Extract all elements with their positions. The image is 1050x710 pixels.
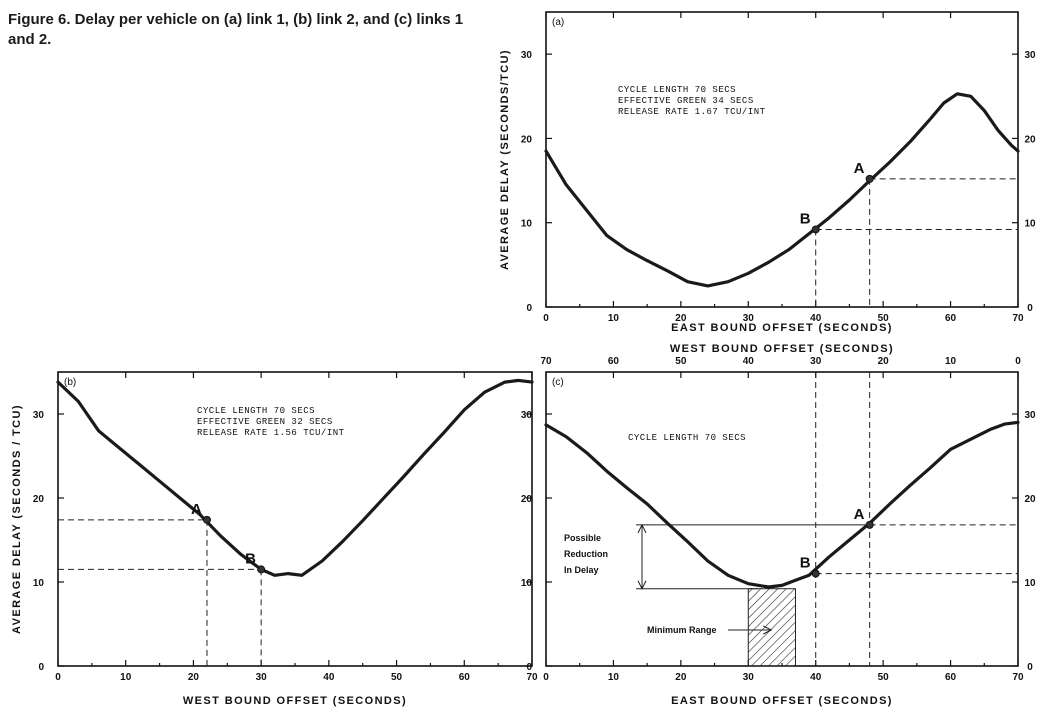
point-label-A: A <box>854 160 865 177</box>
y-tick-label-right-a: 20 <box>1024 134 1036 145</box>
y-tick-label-right-c: 10 <box>1024 578 1036 589</box>
x2-axis-title-c: WEST BOUND OFFSET (SECONDS) <box>670 343 894 355</box>
y-tick-label-b: 10 <box>33 578 45 589</box>
x-tick-label-a: 30 <box>743 313 755 324</box>
point-B <box>811 225 820 234</box>
point-label-A: A <box>854 506 865 523</box>
params-line-a: EFFECTIVE GREEN 34 SECS <box>618 96 754 106</box>
point-A <box>865 174 874 183</box>
y-tick-label-a: 10 <box>521 219 533 230</box>
possible-reduction-label: Possible <box>564 533 601 543</box>
plot-frame-a <box>545 11 1019 308</box>
point-label-B: B <box>800 555 811 572</box>
x-tick-label-a: 10 <box>608 313 620 324</box>
minimum-range-arrowhead <box>763 625 773 635</box>
y-axis-title-a: AVERAGE DELAY (SECONDS/TCU) <box>499 49 511 270</box>
x-tick-label-b: 0 <box>55 672 61 683</box>
x-tick-label-b: 60 <box>459 672 471 683</box>
params-line-a: RELEASE RATE 1.67 TCU/INT <box>618 107 766 117</box>
delay-curve-a <box>544 92 1020 288</box>
x-tick-label-b: 70 <box>526 672 538 683</box>
x2-tick-label-c: 20 <box>878 356 890 367</box>
x-tick-label-b: 40 <box>323 672 335 683</box>
x-tick-label-c: 10 <box>608 672 620 683</box>
x-tick-label-c: 30 <box>743 672 755 683</box>
point-label-A: A <box>191 501 202 518</box>
x-tick-label-c: 70 <box>1012 672 1024 683</box>
y-tick-label-b: 20 <box>33 494 45 505</box>
point-A <box>865 520 874 529</box>
params-line-b: RELEASE RATE 1.56 TCU/INT <box>197 428 345 438</box>
panel-label-b: (b) <box>64 377 76 388</box>
y-tick-label-right-c: 20 <box>1024 494 1036 505</box>
x-tick-label-b: 30 <box>256 672 268 683</box>
x2-tick-label-c: 10 <box>945 356 957 367</box>
x-tick-label-c: 50 <box>878 672 890 683</box>
x2-tick-label-c: 40 <box>743 356 755 367</box>
params-line-b: EFFECTIVE GREEN 32 SECS <box>197 417 333 427</box>
reduction-arrowhead-bottom <box>637 580 647 590</box>
y-tick-label-a: 20 <box>521 134 533 145</box>
x2-tick-label-c: 30 <box>810 356 822 367</box>
point-A <box>202 515 211 524</box>
x-tick-label-a: 20 <box>675 313 687 324</box>
x-axis-title-c: EAST BOUND OFFSET (SECONDS) <box>671 695 893 707</box>
point-B <box>257 565 266 574</box>
reduction-arrowhead-top <box>637 523 647 534</box>
params-line-c: CYCLE LENGTH 70 SECS <box>628 433 746 443</box>
x-tick-label-c: 20 <box>675 672 687 683</box>
minimum-range-label: Minimum Range <box>647 625 717 635</box>
point-label-B: B <box>800 210 811 227</box>
x2-tick-label-c: 70 <box>540 356 552 367</box>
x-tick-label-a: 40 <box>810 313 822 324</box>
y-tick-label-c: 30 <box>521 410 533 421</box>
panel-label-a: (a) <box>552 17 564 28</box>
figure-caption: Figure 6. Delay per vehicle on (a) link … <box>8 11 464 48</box>
possible-reduction-label: Reduction <box>564 549 608 559</box>
y-tick-label-right-c: 30 <box>1024 410 1036 421</box>
point-B <box>811 569 820 578</box>
x-tick-label-c: 60 <box>945 672 957 683</box>
possible-reduction-label: In Delay <box>564 565 599 575</box>
minimum-range-hatch <box>747 588 796 667</box>
y-tick-label-c: 0 <box>526 662 532 673</box>
y-tick-label-b: 0 <box>38 662 44 673</box>
x2-tick-label-c: 60 <box>608 356 620 367</box>
y-tick-label-right-a: 0 <box>1027 303 1033 314</box>
params-line-a: CYCLE LENGTH 70 SECS <box>618 85 736 95</box>
x-tick-label-c: 0 <box>543 672 549 683</box>
x-tick-label-a: 70 <box>1012 313 1024 324</box>
y-axis-title-b: AVERAGE DELAY (SECONDS / TCU) <box>11 404 23 634</box>
y-tick-label-c: 10 <box>521 578 533 589</box>
x-tick-label-c: 40 <box>810 672 822 683</box>
x-tick-label-a: 50 <box>878 313 890 324</box>
params-line-b: CYCLE LENGTH 70 SECS <box>197 406 315 416</box>
y-tick-label-right-a: 10 <box>1024 219 1036 230</box>
y-tick-label-b: 30 <box>33 410 45 421</box>
x-tick-label-b: 10 <box>120 672 132 683</box>
x2-tick-label-c: 0 <box>1015 356 1021 367</box>
x-tick-label-a: 0 <box>543 313 549 324</box>
delay-curve-c <box>544 420 1020 589</box>
x-tick-label-b: 50 <box>391 672 403 683</box>
point-label-B: B <box>245 550 256 567</box>
x-axis-title-a: EAST BOUND OFFSET (SECONDS) <box>671 322 893 334</box>
panel-label-c: (c) <box>552 377 564 388</box>
y-tick-label-a: 0 <box>526 303 532 314</box>
y-tick-label-right-c: 0 <box>1027 662 1033 673</box>
x-tick-label-b: 20 <box>188 672 200 683</box>
x2-tick-label-c: 50 <box>675 356 687 367</box>
x-tick-label-a: 60 <box>945 313 957 324</box>
y-tick-label-a: 30 <box>521 50 533 61</box>
delay-curve-b <box>56 378 534 577</box>
x-axis-title-b: WEST BOUND OFFSET (SECONDS) <box>183 695 407 707</box>
y-tick-label-right-a: 30 <box>1024 50 1036 61</box>
y-tick-label-c: 20 <box>521 494 533 505</box>
